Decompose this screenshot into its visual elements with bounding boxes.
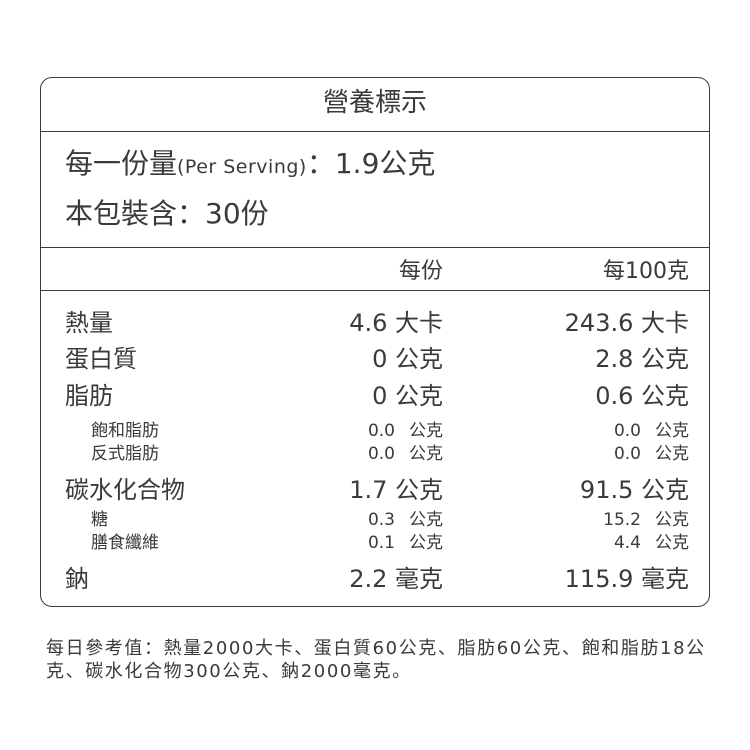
nutrient-row-label: 碳水化合物 <box>65 478 185 502</box>
serving-size-label: 每一份量 <box>65 147 178 180</box>
value-per-100g: 2.8 公克 <box>595 345 689 373</box>
per-100g-cell: 2.8 公克 <box>595 347 689 371</box>
per-serving-cell: 0.1 公克 <box>368 535 443 552</box>
nutrient-row-label: 蛋白質 <box>65 347 137 371</box>
nutrient-row-label: 膳食纖維 <box>91 535 159 552</box>
per-serving-cell: 0 公克 <box>372 347 443 371</box>
divider <box>41 247 709 248</box>
nutrient-label: 蛋白質 <box>65 345 137 373</box>
nutrient-row-label: 鈉 <box>65 567 89 591</box>
unit: 公克 <box>409 421 443 441</box>
per-100g-cell: 0.0 公克 <box>614 423 689 440</box>
label-title: 營養標示 <box>322 88 427 118</box>
nutrient-label: 膳食纖維 <box>91 533 159 553</box>
per-100g-cell: 91.5 公克 <box>580 478 689 502</box>
per-serving-cell: 2.2 毫克 <box>349 567 443 591</box>
per-100g-cell: 243.6 大卡 <box>565 311 689 335</box>
value-per-100g: 0.6 公克 <box>595 382 689 410</box>
per-serving-cell: 0.3 公克 <box>368 512 443 529</box>
value-per-serving: 0.1 <box>367 533 395 553</box>
value-per-100g: 4.4 <box>613 533 641 553</box>
value-per-serving: 1.7 公克 <box>349 476 443 504</box>
nutrient-label: 脂肪 <box>65 382 113 410</box>
per-100g-cell: 115.9 毫克 <box>565 567 689 591</box>
per-serving-cell: 0 公克 <box>372 384 443 408</box>
unit: 公克 <box>655 510 689 530</box>
per-100g-cell: 15.2 公克 <box>603 512 689 529</box>
nutrition-label: 營養標示 每一份量(Per Serving)：1.9公克 本包裝含：30份 每份… <box>40 77 710 607</box>
nutrient-row-label: 脂肪 <box>65 384 113 408</box>
column-header-per-100g: 每100克 <box>603 259 689 284</box>
per-serving-cell: 1.7 公克 <box>349 478 443 502</box>
per-serving-cell: 4.6 大卡 <box>349 311 443 335</box>
serving-size: 每一份量(Per Serving)：1.9公克 <box>65 150 435 178</box>
value-per-serving: 0.0 <box>367 444 395 464</box>
daily-reference-note: 每日參考值：熱量2000大卡、蛋白質60公克、脂肪60公克、飽和脂肪18公克、碳… <box>46 638 706 682</box>
value-per-serving: 2.2 毫克 <box>349 565 443 593</box>
unit: 公克 <box>655 444 689 464</box>
nutrient-row-label: 飽和脂肪 <box>91 423 159 440</box>
divider <box>41 290 709 291</box>
value-per-serving: 0 公克 <box>372 345 443 373</box>
per-100g-cell: 0.6 公克 <box>595 384 689 408</box>
nutrient-row-label: 糖 <box>91 512 108 529</box>
value-per-serving: 0.0 <box>367 421 395 441</box>
nutrient-label: 鈉 <box>65 565 89 593</box>
unit: 公克 <box>409 444 443 464</box>
value-per-serving: 0.3 <box>367 510 395 530</box>
unit: 公克 <box>655 421 689 441</box>
nutrient-label: 糖 <box>91 510 108 530</box>
nutrient-label: 反式脂肪 <box>91 444 159 464</box>
per-100g-cell: 4.4 公克 <box>614 535 689 552</box>
nutrient-label: 飽和脂肪 <box>91 421 159 441</box>
nutrient-label: 碳水化合物 <box>65 476 185 504</box>
nutrient-label: 熱量 <box>65 309 113 337</box>
value-per-100g: 115.9 毫克 <box>564 565 689 593</box>
serving-size-en: (Per Serving) <box>177 156 307 178</box>
value-per-100g: 0.0 <box>613 421 641 441</box>
per-serving-cell: 0.0 公克 <box>368 446 443 463</box>
value-per-100g: 91.5 公克 <box>579 476 689 504</box>
per-serving-cell: 0.0 公克 <box>368 423 443 440</box>
serving-size-value: ：1.9公克 <box>306 147 436 180</box>
per-100g-cell: 0.0 公克 <box>614 446 689 463</box>
value-per-100g: 0.0 <box>613 444 641 464</box>
value-per-serving: 0 公克 <box>372 382 443 410</box>
column-header-per-serving: 每份 <box>398 259 443 284</box>
value-per-serving: 4.6 大卡 <box>349 309 443 337</box>
servings-per-package: 本包裝含：30份 <box>65 197 269 230</box>
unit: 公克 <box>655 533 689 553</box>
unit: 公克 <box>409 510 443 530</box>
unit: 公克 <box>409 533 443 553</box>
value-per-100g: 243.6 大卡 <box>564 309 689 337</box>
divider <box>41 131 709 132</box>
nutrient-row-label: 熱量 <box>65 311 113 335</box>
nutrient-row-label: 反式脂肪 <box>91 446 159 463</box>
value-per-100g: 15.2 <box>603 510 641 530</box>
